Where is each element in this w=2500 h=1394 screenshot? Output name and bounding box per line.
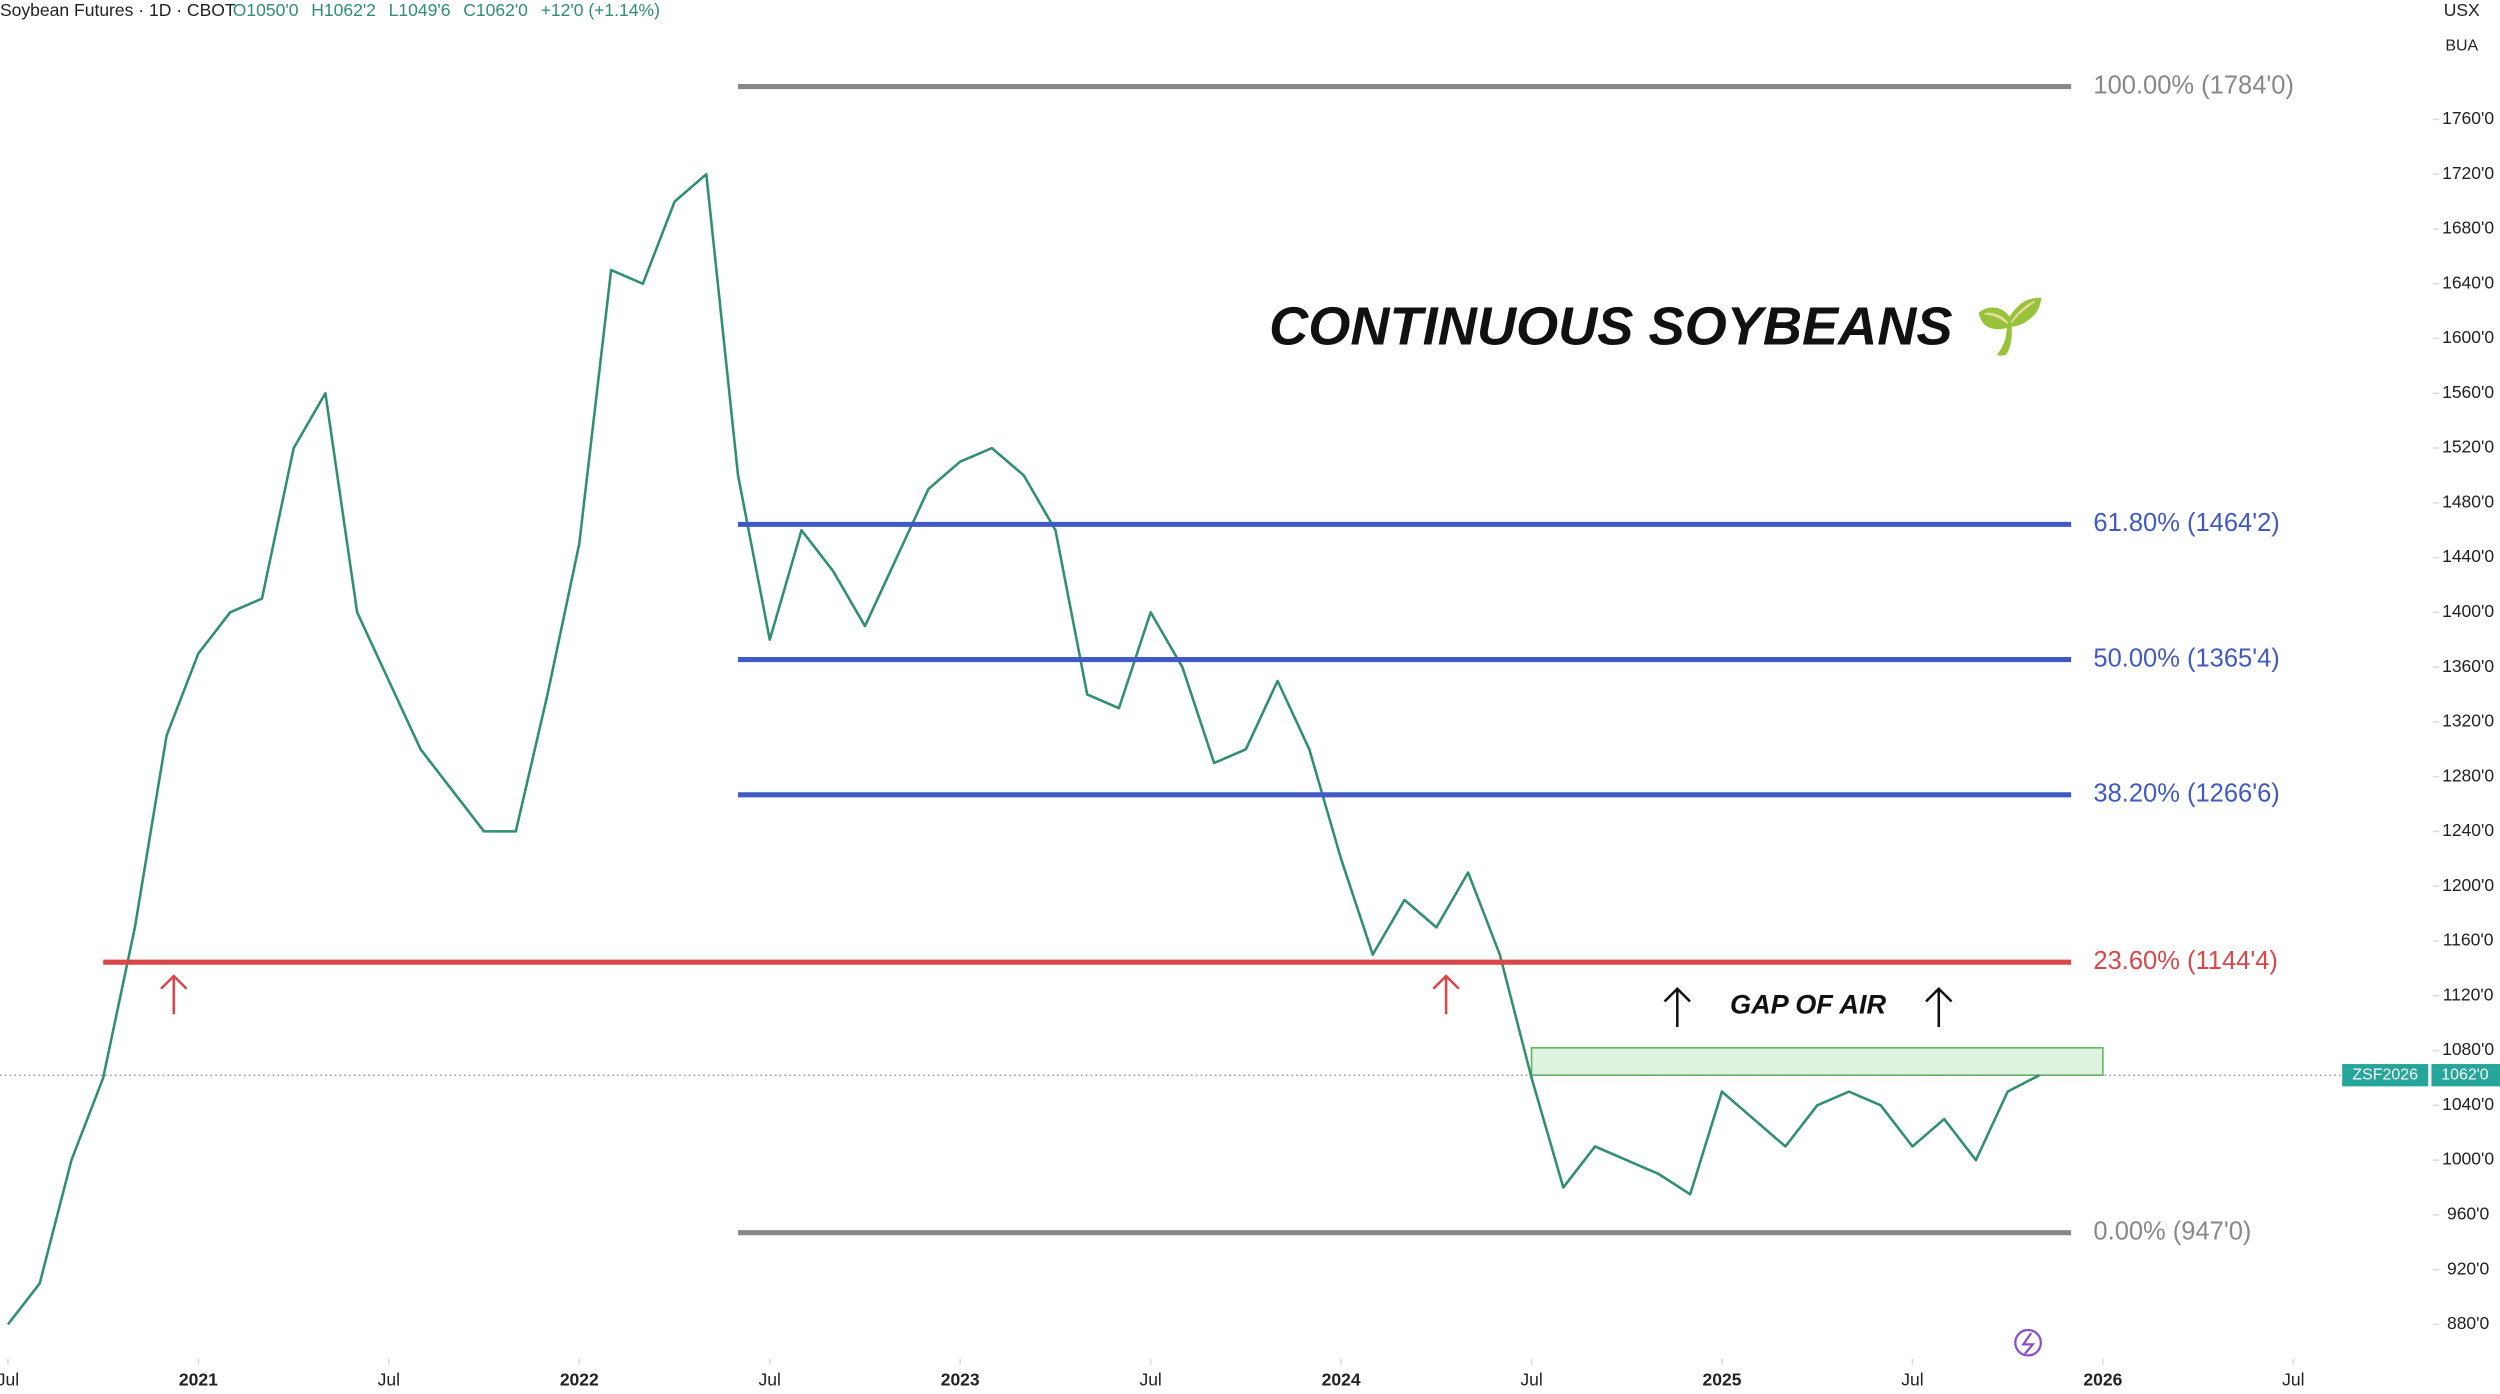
x-tick-label: 2025 [1702, 1370, 1741, 1390]
y-tick-label: 1280'0 [2442, 765, 2494, 785]
y-tick-label: 1080'0 [2442, 1039, 2494, 1059]
y-tick-label: 1520'0 [2442, 437, 2494, 457]
icon-circle [2014, 1328, 2042, 1357]
y-tick-label: 1760'0 [2442, 108, 2494, 128]
x-tick-label: 2022 [560, 1370, 599, 1390]
arrow [1663, 986, 1691, 1028]
y-tick-label: 1480'0 [2442, 491, 2494, 511]
fib-label: 38.20% (1266'6) [2093, 780, 2279, 808]
y-tick-label: 920'0 [2447, 1258, 2490, 1278]
header-value: +12'0 (+1.14%) [541, 0, 660, 20]
fib-label: 50.00% (1365'4) [2093, 644, 2279, 672]
y-tick-label: 1040'0 [2442, 1094, 2494, 1114]
y-tick-label: 1400'0 [2442, 601, 2494, 621]
support-arrows [160, 974, 1460, 1015]
y-tick-label: 1600'0 [2442, 327, 2494, 347]
unit: BUA [2445, 38, 2478, 55]
header-value: O1050'0 [233, 0, 299, 20]
price-tag: 1062'0 [2441, 1066, 2488, 1083]
header: Soybean Futures · 1D · CBOT [0, 0, 236, 20]
gap-zone [1530, 1047, 2104, 1077]
y-tick-label: 1440'0 [2442, 546, 2494, 566]
x-tick-label: Jul [378, 1370, 400, 1390]
series-tag-bg [2342, 1064, 2429, 1087]
y-tick-label: 1000'0 [2442, 1149, 2494, 1169]
icon-bolt [2021, 1332, 2036, 1355]
y-tick-label: 1640'0 [2442, 272, 2494, 292]
header-value: C1062'0 [463, 0, 528, 20]
fib-label: 23.60% (1144'4) [2093, 947, 2277, 975]
x-tick-label: 2024 [1322, 1370, 1361, 1390]
y-tick-label: 880'0 [2447, 1313, 2490, 1333]
x-tick-label: 2026 [2083, 1370, 2122, 1390]
x-tick-label: 2021 [179, 1370, 218, 1390]
annotation: GAP OF AIR [1730, 988, 1886, 1019]
x-tick-label: 2023 [941, 1370, 980, 1390]
y-tick-label: 960'0 [2447, 1204, 2490, 1224]
y-tick-label: 1320'0 [2442, 711, 2494, 731]
x-tick-label: Jul [2282, 1370, 2304, 1390]
arrow [1925, 986, 1953, 1028]
arrow [1432, 974, 1460, 1015]
header-value: L1049'6 [389, 0, 451, 20]
gap-arrows [1663, 986, 1953, 1028]
y-tick-label: 1360'0 [2442, 656, 2494, 676]
y-tick-label: 1560'0 [2442, 382, 2494, 402]
header-value: H1062'2 [311, 0, 376, 20]
y-tick-label: 1680'0 [2442, 218, 2494, 238]
y-tick-label: 1200'0 [2442, 875, 2494, 895]
x-tick-label: Jul [1901, 1370, 1923, 1390]
arrow [160, 974, 188, 1015]
replay-icon [2014, 1328, 2042, 1357]
x-tick-label: Jul [0, 1370, 19, 1390]
fib-label: 61.80% (1464'2) [2093, 509, 2279, 537]
x-tick-label: Jul [1139, 1370, 1161, 1390]
fib-label: 0.00% (947'0) [2093, 1217, 2251, 1245]
y-tick-label: 1240'0 [2442, 820, 2494, 840]
chart-title: CONTINUOUS SOYBEANS 🌱 [1269, 297, 2044, 357]
x-tick-label: Jul [1520, 1370, 1542, 1390]
currency: USX [2444, 0, 2480, 20]
series-tag: ZSF2026 [2352, 1066, 2418, 1083]
y-tick-label: 1160'0 [2443, 930, 2494, 950]
y-tick-label: 1720'0 [2442, 163, 2494, 183]
fib-label: 100.00% (1784'0) [2093, 71, 2294, 99]
price-tag-bg [2431, 1064, 2500, 1087]
y-tick-label: 1120'0 [2443, 984, 2494, 1004]
x-tick-label: Jul [759, 1370, 781, 1390]
price-line [6, 172, 2040, 1326]
